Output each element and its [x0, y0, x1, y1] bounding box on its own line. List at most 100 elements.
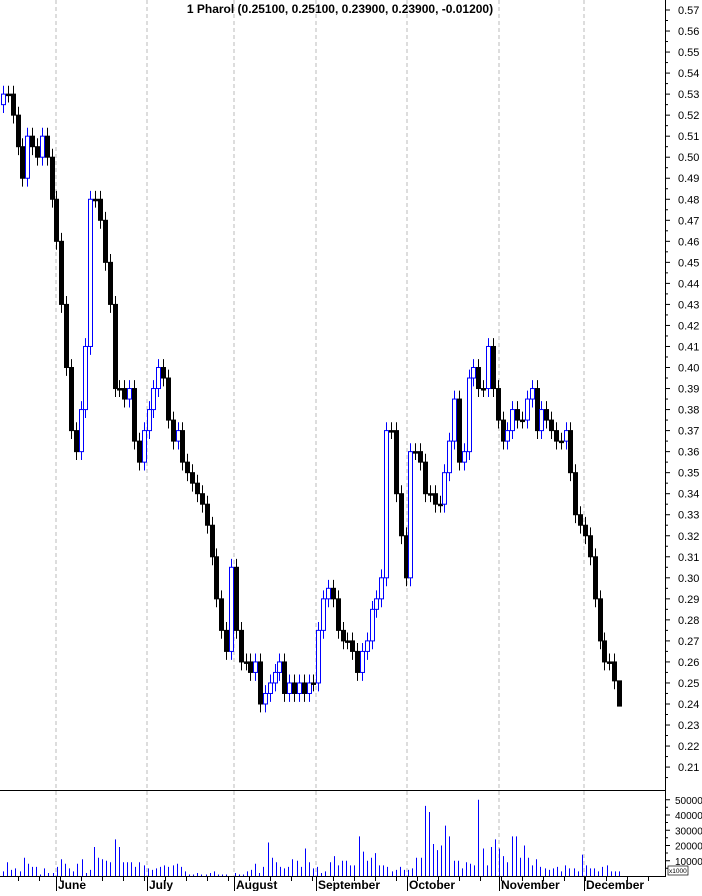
candle: [166, 369, 171, 429]
candle-body: [180, 430, 185, 463]
candle: [35, 138, 40, 166]
candle: [258, 653, 263, 713]
candle: [321, 590, 326, 639]
candle-body: [341, 629, 346, 642]
candle: [1, 85, 6, 114]
candle: [103, 211, 108, 271]
candle: [59, 232, 64, 313]
y-tick-label: 0.50: [678, 152, 699, 164]
candle: [607, 653, 612, 671]
y-tick-label: 0.26: [678, 657, 699, 669]
month-label: December: [586, 878, 644, 891]
candle: [428, 485, 433, 503]
candle: [297, 674, 302, 702]
candle: [564, 422, 569, 450]
candle: [525, 390, 530, 429]
candle: [268, 674, 273, 702]
candle-body: [224, 629, 229, 652]
candle-body: [510, 409, 515, 432]
volume-tick-label: 40000: [675, 811, 702, 822]
y-tick-label: 0.36: [678, 447, 699, 459]
candle: [379, 569, 384, 608]
candle: [287, 674, 292, 702]
candle: [399, 485, 404, 545]
candle-body: [491, 345, 496, 390]
candle: [559, 432, 564, 450]
candle-body: [132, 388, 137, 442]
month-label: November: [501, 878, 560, 891]
candle-body: [428, 493, 433, 496]
candle-body: [452, 398, 457, 442]
chart-title: 1 Pharol (0.25100, 0.25100, 0.23900, 0.2…: [187, 2, 493, 16]
candle: [292, 674, 297, 702]
candle-body: [602, 640, 607, 663]
y-tick-label: 0.32: [678, 531, 699, 543]
candle-body: [423, 461, 428, 495]
candle: [326, 579, 331, 608]
candle: [602, 632, 607, 671]
candle: [316, 621, 321, 692]
y-tick-label: 0.38: [678, 405, 699, 417]
candle-body: [83, 345, 88, 411]
month-label: August: [236, 878, 277, 891]
y-tick-label: 0.25: [678, 678, 699, 690]
candle: [496, 380, 501, 429]
candle: [384, 422, 389, 587]
candle: [214, 548, 219, 608]
candle: [156, 359, 161, 397]
candle-body: [69, 367, 74, 432]
volume-tick-label: 30000: [675, 826, 702, 837]
candle-body: [302, 682, 307, 694]
candle-body: [190, 472, 195, 484]
candle-body: [59, 240, 64, 305]
y-tick-label: 0.22: [678, 741, 699, 753]
candle-body: [292, 682, 297, 694]
candle: [486, 338, 491, 397]
candle-body: [229, 566, 234, 652]
candle-body: [501, 419, 506, 442]
candle-body: [496, 388, 501, 421]
candle-body: [408, 451, 413, 579]
candle-body: [350, 640, 355, 652]
candle-body: [297, 682, 302, 694]
candle-body: [195, 482, 200, 495]
candle-body: [336, 598, 341, 631]
candle: [442, 464, 447, 513]
candle: [302, 674, 307, 702]
candle: [374, 590, 379, 618]
candle-body: [263, 692, 268, 705]
candle-body: [612, 661, 617, 682]
candle: [481, 380, 486, 397]
candle: [147, 401, 152, 440]
y-tick-label: 0.21: [678, 762, 699, 774]
candle-body: [326, 587, 331, 600]
candle: [122, 380, 127, 408]
candle-body: [355, 650, 360, 673]
candle: [617, 680, 622, 707]
candle: [549, 411, 554, 440]
candle-body: [442, 472, 447, 505]
y-tick-label: 0.55: [678, 47, 699, 59]
candle: [394, 422, 399, 503]
candle-body: [1, 93, 6, 106]
month-label: September: [318, 878, 380, 891]
candle-body: [176, 430, 181, 442]
candle: [88, 190, 93, 355]
candle: [578, 506, 583, 534]
candle: [180, 422, 185, 471]
candle: [515, 401, 520, 429]
candle-body: [307, 682, 312, 694]
candle-body: [200, 493, 205, 505]
y-tick-label: 0.47: [678, 215, 699, 227]
candle: [598, 590, 603, 650]
candle: [234, 558, 239, 639]
candle: [350, 632, 355, 660]
candle: [530, 380, 535, 408]
candle: [462, 443, 467, 471]
candle-body: [11, 93, 16, 116]
candle: [510, 401, 515, 440]
candle-body: [379, 577, 384, 600]
candle: [413, 443, 418, 461]
candle-body: [214, 556, 219, 600]
